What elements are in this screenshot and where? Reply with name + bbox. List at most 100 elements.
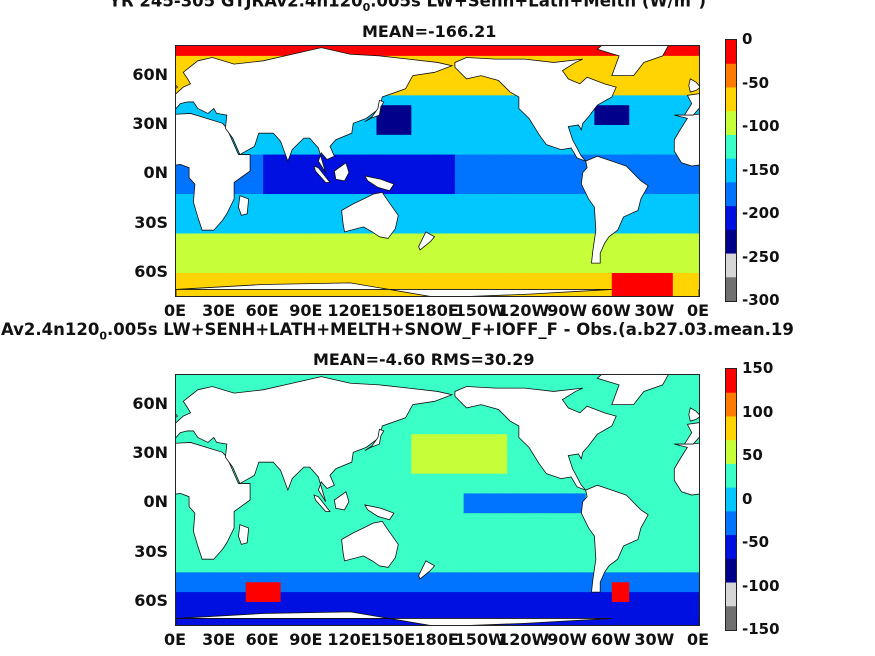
field-cell [664, 513, 674, 524]
field-cell [463, 424, 473, 435]
field-cell [298, 523, 308, 534]
field-cell [454, 542, 465, 554]
field-cell [437, 223, 447, 235]
field-cell [550, 532, 561, 544]
field-cell [245, 523, 256, 534]
field-cell [629, 144, 639, 156]
field-cell [672, 601, 683, 613]
field-cell [237, 513, 247, 524]
field-cell [515, 503, 526, 514]
field-cell [411, 233, 421, 244]
field-cell [507, 203, 517, 215]
field-cell [376, 134, 386, 146]
field-cell [498, 424, 508, 435]
field-cell [446, 115, 456, 126]
field-cell [681, 513, 691, 524]
field-cell [664, 272, 674, 284]
field-cell [202, 272, 212, 284]
field-cell [237, 572, 247, 583]
field-cell [237, 272, 247, 284]
field-cell [646, 463, 657, 475]
field-cell [646, 243, 657, 254]
field-cell [637, 95, 648, 106]
field-cell [385, 434, 395, 445]
field-cell [472, 483, 482, 495]
field-cell [184, 611, 195, 623]
field-cell [664, 115, 674, 126]
field-cell [576, 292, 587, 296]
field-cell [515, 444, 526, 455]
field-cell [359, 164, 369, 175]
field-cell [463, 184, 473, 195]
field-cell [367, 444, 378, 455]
field-cell [585, 213, 595, 225]
field-cell [176, 194, 186, 205]
field-cell [681, 394, 691, 406]
field-cell [637, 115, 648, 126]
field-cell [454, 523, 465, 534]
field-cell [237, 223, 247, 235]
field-cell [533, 174, 543, 185]
field-cell [428, 404, 439, 416]
field-cell [646, 292, 657, 296]
field-cell [202, 46, 212, 57]
field-cell [559, 375, 569, 386]
field-cell [481, 203, 491, 215]
field-cell [515, 272, 526, 284]
field-cell [332, 601, 343, 613]
field-cell [550, 552, 561, 564]
field-cell [385, 523, 395, 534]
land-mass [596, 46, 669, 77]
field-cell [672, 483, 683, 495]
field-cell [332, 542, 343, 554]
field-cell [454, 164, 465, 175]
field-cell [341, 46, 351, 57]
field-cell [603, 65, 613, 77]
field-cell [611, 292, 622, 296]
field-cell [280, 582, 290, 593]
field-cell [176, 434, 186, 445]
colorbar-segment [726, 182, 736, 207]
field-cell [515, 213, 526, 225]
field-cell [446, 592, 456, 603]
field-cell [454, 404, 465, 416]
field-cell [393, 124, 404, 136]
field-cell [524, 263, 534, 274]
field-cell [629, 592, 639, 603]
field-cell [193, 601, 203, 613]
field-cell [576, 75, 587, 87]
field-cell [655, 154, 665, 166]
field-cell [576, 542, 587, 554]
field-cell [210, 263, 221, 274]
field-cell [411, 444, 421, 455]
field-cell [585, 124, 595, 136]
field-cell [507, 124, 517, 136]
field-cell [411, 463, 421, 475]
field-cell [324, 203, 334, 215]
field-cell [550, 174, 561, 185]
field-cell [428, 493, 439, 504]
field-cell [376, 473, 386, 485]
field-cell [176, 223, 186, 235]
field-cell [437, 493, 447, 504]
field-cell [611, 562, 622, 573]
field-cell [524, 483, 534, 495]
field-cell [542, 243, 552, 254]
field-cell [655, 414, 665, 425]
field-cell [411, 424, 421, 435]
field-cell [472, 75, 482, 87]
field-cell [184, 243, 195, 254]
field-cell [437, 414, 447, 425]
field-cell [472, 95, 482, 106]
field-cell [306, 542, 317, 554]
field-cell [315, 213, 325, 225]
field-cell [176, 384, 186, 396]
field-cell [367, 572, 378, 583]
field-cell [463, 243, 473, 254]
field-cell [646, 174, 657, 185]
field-cell [568, 292, 578, 296]
field-cell [298, 513, 308, 524]
field-cell [324, 621, 334, 625]
field-cell [690, 572, 699, 583]
field-cell [228, 562, 238, 573]
